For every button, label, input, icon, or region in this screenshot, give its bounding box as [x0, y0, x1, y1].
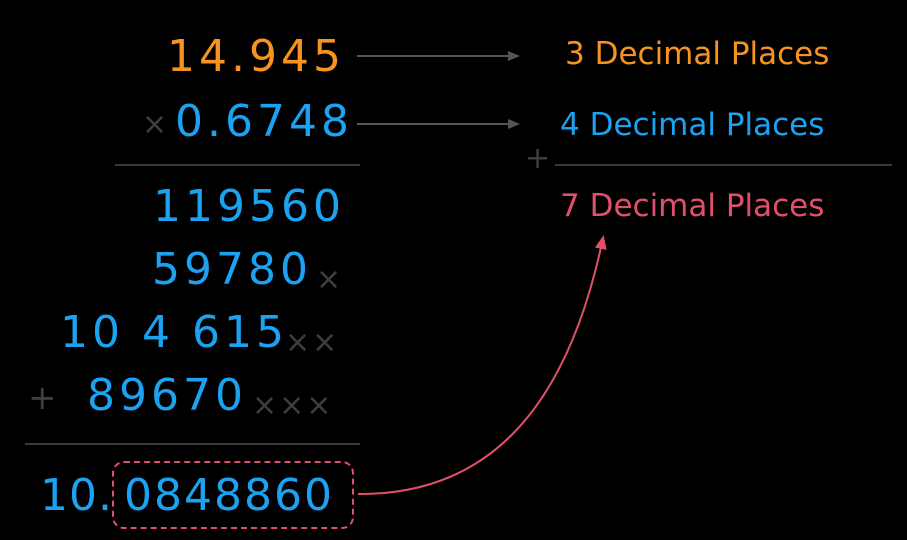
- partial-product-4: 89670: [87, 370, 247, 421]
- partial-product-1: 119560: [153, 181, 345, 232]
- decimal-digits-highlight: [112, 461, 354, 529]
- multiplier: 0.6748: [175, 96, 353, 147]
- partial-product-2-shift: ×: [316, 262, 344, 297]
- partial-product-2: 59780: [152, 244, 312, 295]
- arrow-result-to-sum-label: [357, 235, 607, 496]
- label-7-decimal-places: 7 Decimal Places: [560, 188, 825, 224]
- labels-divider: [555, 164, 892, 166]
- partial-product-3-shift: ××: [285, 325, 340, 360]
- partial-product-4-shift: ×××: [252, 388, 334, 423]
- multiplicand: 14.945: [167, 31, 345, 82]
- plus-sign-right: +: [525, 141, 551, 176]
- label-4-decimal-places: 4 Decimal Places: [560, 107, 825, 143]
- bottom-divider: [25, 443, 360, 445]
- result-integer: 10.: [40, 470, 113, 521]
- label-3-decimal-places: 3 Decimal Places: [565, 36, 830, 72]
- multiplier-sign: ×: [142, 107, 172, 142]
- partial-product-3: 10 4 615: [60, 307, 288, 358]
- plus-sign-left: +: [28, 378, 61, 418]
- result-fraction: 0848860: [124, 470, 334, 521]
- top-divider: [115, 164, 360, 166]
